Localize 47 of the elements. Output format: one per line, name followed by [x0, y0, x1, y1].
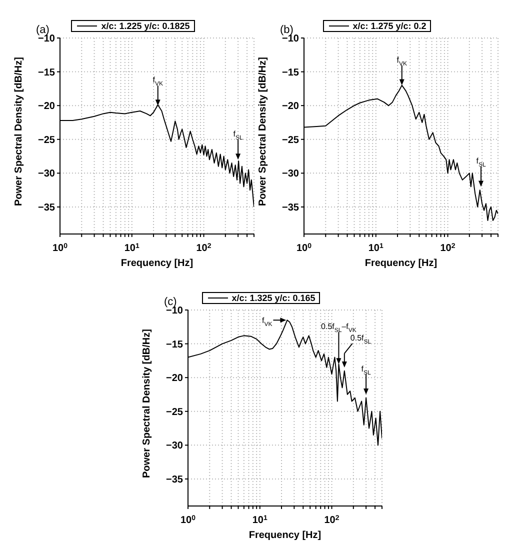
x-axis-title: Frequency [Hz]	[120, 258, 194, 269]
y-tick-label: −20	[38, 101, 56, 112]
x-tick-label: 10$^{0}$	[296, 242, 312, 254]
x-tick-label: 10$^{1}$	[124, 242, 140, 254]
chart-title: (a)	[36, 24, 50, 36]
x-tick-label: 10$^{1}$	[368, 242, 384, 254]
x-tick-label: 10$^{2}$	[324, 514, 340, 526]
annotation: f$_{VK}$	[396, 55, 408, 68]
legend-label: x/c: 1.325 y/c: 0.165	[232, 293, 316, 303]
chart-title: (b)	[280, 24, 294, 36]
chart-title: (c)	[164, 296, 177, 308]
y-tick-label: −10	[282, 34, 300, 45]
y-tick-label: −30	[166, 440, 184, 452]
y-tick-label: −35	[166, 474, 184, 486]
y-tick-label: −35	[282, 202, 300, 214]
legend-label: x/c: 1.275 y/c: 0.2	[352, 21, 426, 31]
x-tick-label: 10$^{1}$	[252, 514, 268, 526]
annotation: f$_{SL}$	[233, 130, 244, 142]
y-tick-label: −30	[38, 168, 56, 180]
legend-label: x/c: 1.225 y/c: 0.1825	[101, 21, 190, 31]
y-axis-title: Power Spectral Density [dB/Hz]	[142, 329, 153, 478]
x-tick-label: 10$^{0}$	[180, 514, 196, 526]
x-axis-title: Frequency [Hz]	[248, 530, 322, 541]
y-tick-label: −15	[166, 339, 184, 350]
y-tick-label: −25	[282, 134, 300, 146]
y-tick-label: −20	[166, 373, 184, 384]
y-tick-label: −15	[38, 67, 56, 78]
annotation: f$_{SL}$	[361, 364, 372, 376]
y-tick-label: −35	[38, 202, 56, 214]
y-tick-label: −25	[38, 134, 56, 146]
x-tick-label: 10$^{2}$	[440, 242, 456, 254]
y-axis-title: Power Spectral Density [dB/Hz]	[258, 57, 269, 206]
y-tick-label: −20	[282, 101, 300, 112]
annotation: f$_{SL}$	[476, 156, 486, 169]
x-tick-label: 10$^{2}$	[196, 242, 212, 254]
y-tick-label: −30	[282, 168, 300, 180]
y-tick-label: −15	[282, 67, 300, 78]
y-tick-label: −10	[38, 34, 56, 45]
annotation: 0.5f$_{SL}$–f$_{VK}$	[321, 322, 356, 334]
y-tick-label: −10	[166, 306, 184, 317]
x-tick-label: 10$^{0}$	[52, 242, 68, 254]
x-axis-title: Frequency [Hz]	[364, 258, 438, 269]
annotation: 0.5f$_{SL}$	[350, 333, 372, 346]
annotation: f$_{VK}$	[262, 316, 272, 328]
y-axis-title: Power Spectral Density [dB/Hz]	[14, 57, 25, 206]
annotation: f$_{VK}$	[152, 76, 164, 88]
y-tick-label: −25	[166, 406, 184, 418]
